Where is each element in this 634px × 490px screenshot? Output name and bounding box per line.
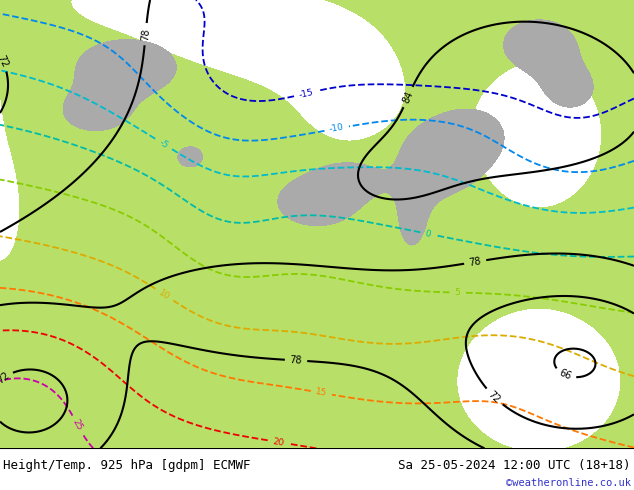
Text: 78: 78: [469, 256, 482, 268]
Text: 5: 5: [455, 288, 460, 297]
Text: 72: 72: [0, 370, 11, 386]
Text: Sa 25-05-2024 12:00 UTC (18+18): Sa 25-05-2024 12:00 UTC (18+18): [398, 459, 631, 472]
Text: 78: 78: [290, 355, 302, 366]
Text: -5: -5: [157, 138, 169, 150]
Text: 72: 72: [486, 389, 502, 405]
Text: 0: 0: [425, 229, 432, 239]
Text: Height/Temp. 925 hPa [gdpm] ECMWF: Height/Temp. 925 hPa [gdpm] ECMWF: [3, 459, 250, 472]
Text: 20: 20: [272, 437, 285, 447]
Text: 66: 66: [558, 368, 573, 382]
Text: -10: -10: [328, 123, 345, 134]
Text: 10: 10: [157, 288, 172, 302]
Text: 72: 72: [0, 53, 10, 69]
Text: 78: 78: [140, 27, 151, 41]
Text: 25: 25: [71, 418, 84, 432]
Text: -15: -15: [298, 87, 314, 99]
Text: 84: 84: [401, 89, 415, 105]
Text: 15: 15: [315, 388, 328, 398]
Text: ©weatheronline.co.uk: ©weatheronline.co.uk: [506, 478, 631, 488]
